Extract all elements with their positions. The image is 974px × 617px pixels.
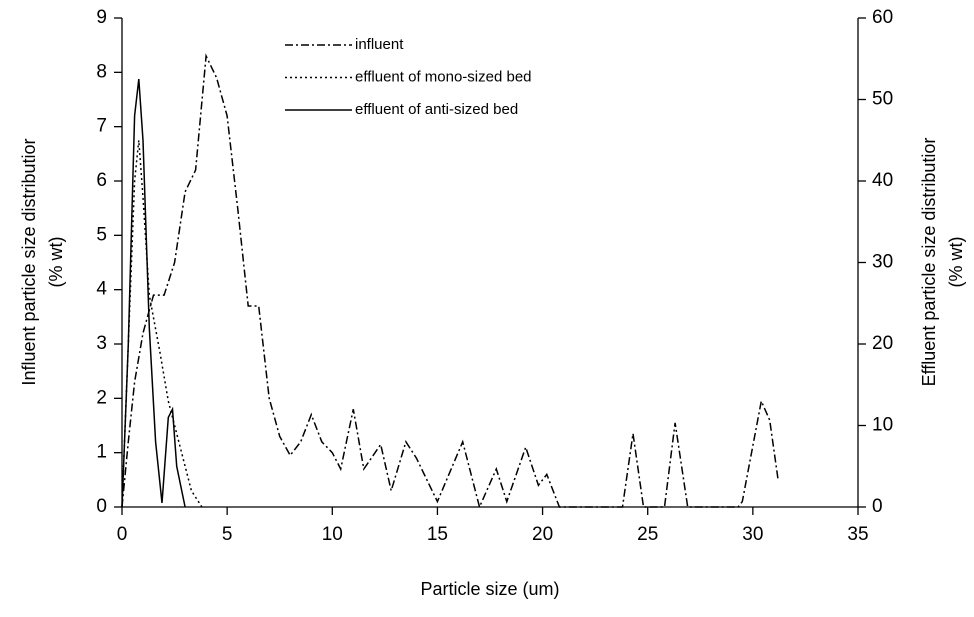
y2-tick-label: 50	[872, 89, 893, 110]
x-tick-label: 20	[532, 524, 553, 545]
y-tick-label: 1	[96, 442, 107, 463]
y2-axis-label: (% wt)	[946, 237, 966, 288]
y-tick-label: 8	[96, 61, 107, 82]
y-tick-label: 4	[96, 279, 107, 300]
x-tick-label: 0	[117, 524, 128, 545]
y2-axis-label: Effluent particle size distributior	[919, 138, 939, 387]
x-tick-label: 15	[427, 524, 448, 545]
y2-tick-label: 0	[872, 496, 883, 517]
x-tick-label: 30	[742, 524, 763, 545]
data-line	[121, 140, 203, 508]
y-tick-label: 6	[96, 170, 107, 191]
x-tick-label: 35	[847, 524, 868, 545]
y2-tick-label: 10	[872, 415, 893, 436]
data-line	[121, 79, 186, 508]
legend-label: influent	[355, 36, 404, 53]
y2-tick-label: 60	[872, 7, 893, 28]
x-tick-label: 5	[222, 524, 233, 545]
y-tick-label: 9	[96, 7, 107, 28]
y2-tick-label: 30	[872, 252, 893, 273]
y2-tick-label: 20	[872, 333, 893, 354]
y2-tick-label: 40	[872, 170, 893, 191]
y-tick-label: 7	[96, 116, 107, 137]
y-tick-label: 0	[96, 496, 107, 517]
x-axis-label: Particle size (um)	[420, 579, 559, 599]
y-tick-label: 3	[96, 333, 107, 354]
data-line	[121, 53, 779, 510]
y-axis-label: (% wt)	[46, 237, 66, 288]
x-tick-label: 25	[637, 524, 658, 545]
x-tick-label: 10	[322, 524, 343, 545]
y-tick-label: 5	[96, 224, 107, 245]
legend-label: effluent of mono-sized bed	[355, 68, 532, 85]
legend-label: effluent of anti-sized bed	[355, 101, 518, 118]
y-tick-label: 2	[96, 387, 107, 408]
y-axis-label: Influent particle size distributior	[19, 138, 39, 385]
